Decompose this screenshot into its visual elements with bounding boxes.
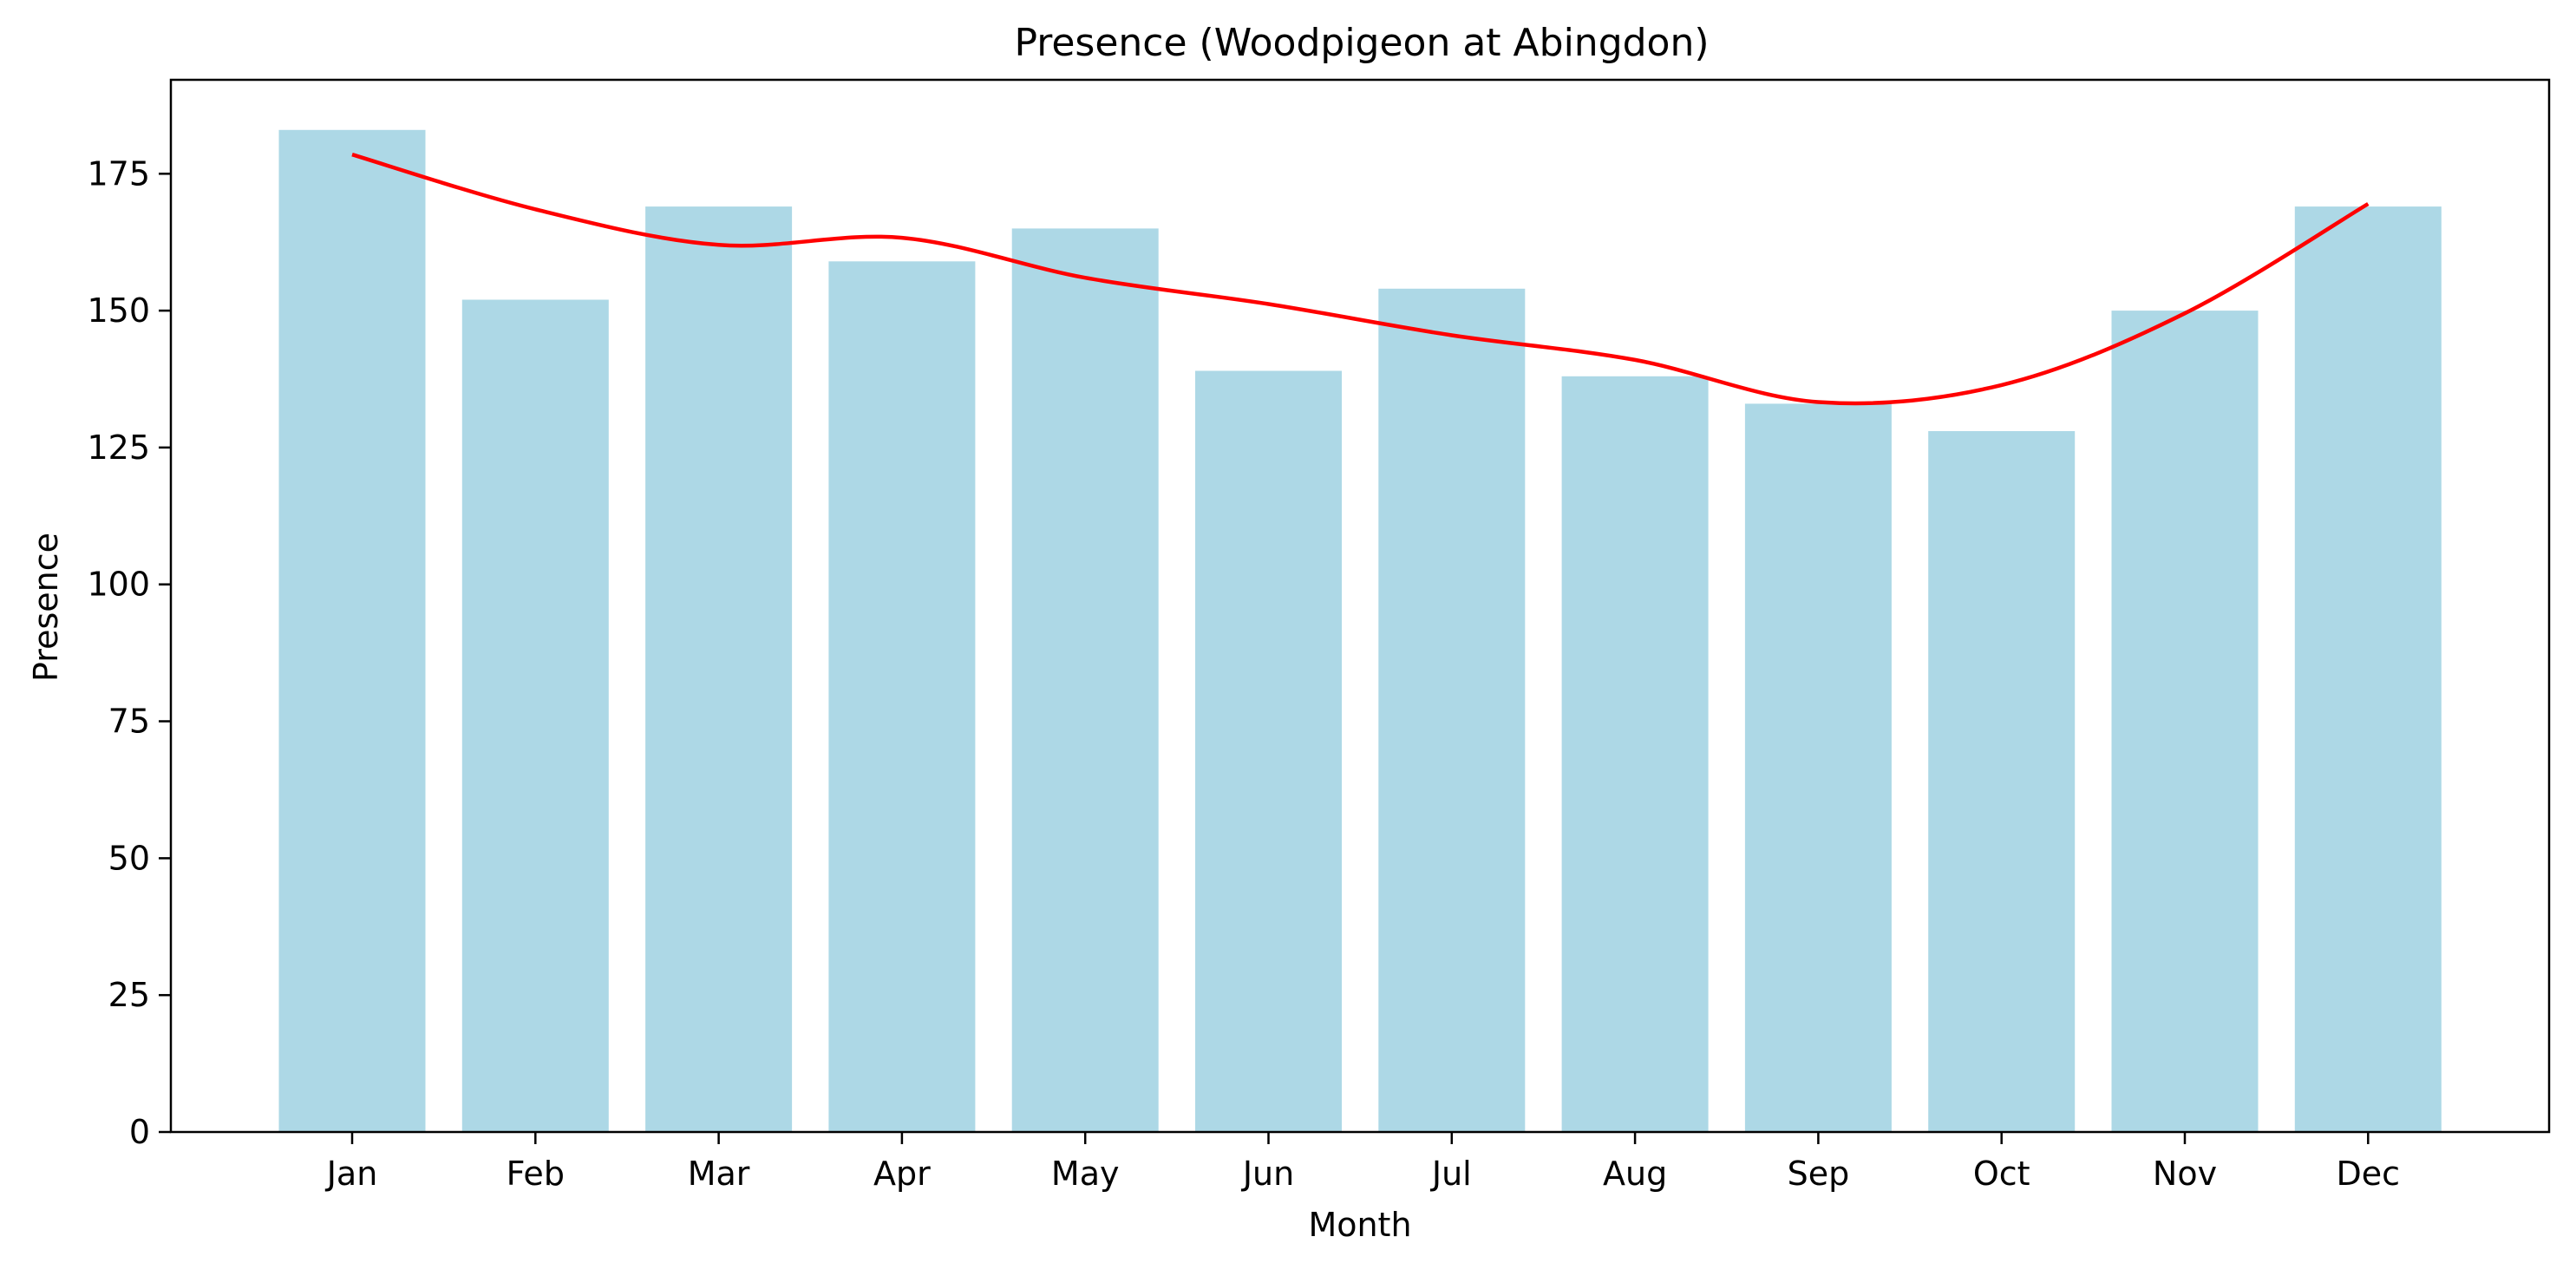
- trend-line: [351, 153, 2370, 406]
- y-tick-label: 25: [108, 976, 150, 1014]
- bar-aug: [1561, 376, 1709, 1132]
- x-tick-label-jul: Jul: [1430, 1155, 1472, 1193]
- y-tick-label: 100: [87, 566, 150, 604]
- bar-apr: [828, 261, 976, 1132]
- x-tick-label-sep: Sep: [1788, 1155, 1850, 1193]
- bar-feb: [461, 299, 609, 1132]
- y-tick-label: 175: [87, 154, 150, 193]
- x-tick-label-aug: Aug: [1603, 1155, 1667, 1193]
- x-tick-label-jun: Jun: [1241, 1155, 1294, 1193]
- bar-oct: [1928, 431, 2076, 1132]
- bar-mar: [645, 206, 793, 1133]
- y-axis-label: Presence: [27, 533, 65, 682]
- trend-layer: [351, 153, 2370, 406]
- x-axis: Jan Feb Mar Apr May Jun Jul Aug Sep Oct Nov Dec: [325, 1132, 2400, 1193]
- bar-jan: [278, 129, 426, 1132]
- bar-nov: [2111, 311, 2259, 1133]
- x-tick-label-dec: Dec: [2337, 1155, 2401, 1193]
- x-tick-label-nov: Nov: [2153, 1155, 2217, 1193]
- bar-may: [1011, 228, 1159, 1132]
- x-tick-label-oct: Oct: [1973, 1155, 2030, 1193]
- bars-layer: [278, 129, 2442, 1133]
- y-tick-label: 150: [87, 291, 150, 330]
- y-tick-label: 125: [87, 429, 150, 467]
- y-tick-label: 75: [108, 703, 150, 741]
- x-tick-label-mar: Mar: [688, 1155, 750, 1193]
- y-tick-label: 50: [108, 839, 150, 877]
- x-tick-label-may: May: [1051, 1155, 1120, 1193]
- x-tick-label-apr: Apr: [873, 1155, 931, 1193]
- y-axis: 0 25 50 75 100 125 150 175: [87, 154, 171, 1151]
- bar-sep: [1744, 403, 1892, 1132]
- x-tick-label-feb: Feb: [507, 1155, 565, 1193]
- x-axis-label: Month: [1308, 1206, 1411, 1244]
- x-tick-label-jan: Jan: [325, 1155, 378, 1193]
- bar-jul: [1378, 288, 1526, 1132]
- y-tick-label: 0: [129, 1113, 150, 1151]
- chart-title: Presence (Woodpigeon at Abingdon): [1014, 21, 1709, 65]
- plot-frame: [169, 78, 2551, 1134]
- bar-jun: [1195, 370, 1342, 1132]
- bar-dec: [2294, 206, 2442, 1133]
